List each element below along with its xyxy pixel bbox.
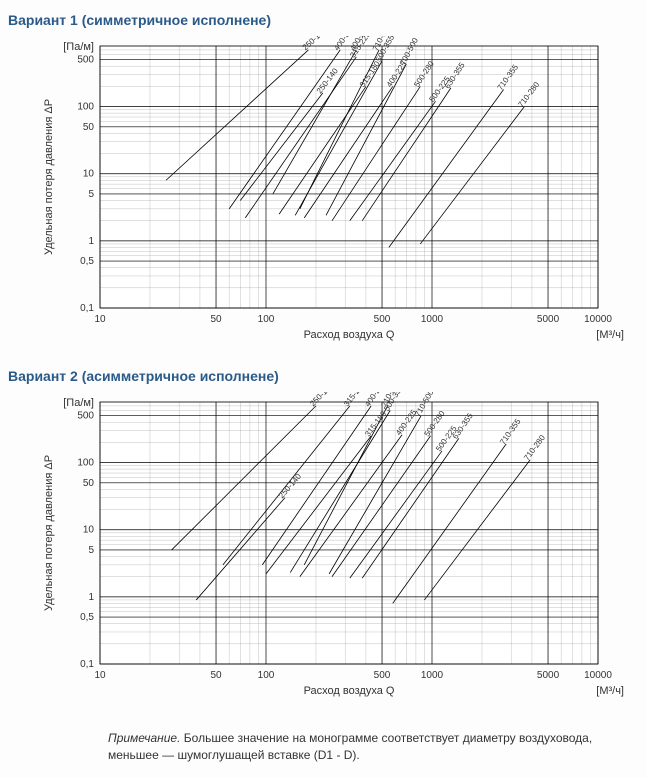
y-tick-label: 1 xyxy=(88,236,94,247)
variant2-title: Вариант 2 (асимметричное исполнене) xyxy=(8,368,638,384)
variant2-chart: 250-180250-140315-225400-280710-560500-3… xyxy=(8,392,628,712)
x-tick-label: 10 xyxy=(94,670,106,681)
y-tick-label: 50 xyxy=(83,122,95,133)
chart-svg: 250-180400-325250-140400-280710-560315-2… xyxy=(8,36,628,356)
x-tick-label: 10000 xyxy=(584,314,612,325)
footnote-body: Большее значение на монограмме соответст… xyxy=(108,731,592,762)
x-axis-unit: [М³/ч] xyxy=(596,685,624,697)
plot-background xyxy=(100,402,598,664)
chart-svg: 250-180250-140315-225400-280710-560500-3… xyxy=(8,392,628,712)
y-tick-label: 100 xyxy=(77,458,94,469)
y-tick-label: 0,1 xyxy=(80,659,94,670)
x-axis-label: Расход воздуха Q xyxy=(304,329,395,341)
y-tick-label: 1 xyxy=(88,592,94,603)
x-tick-label: 10 xyxy=(94,314,106,325)
x-tick-label: 50 xyxy=(210,670,222,681)
y-tick-label: 0,5 xyxy=(80,612,94,623)
y-tick-label: 500 xyxy=(77,411,94,422)
y-axis-label: Удельная потеря давления ΔP xyxy=(43,455,55,611)
footnote-prefix: Примечание. xyxy=(108,731,180,745)
y-axis-unit: [Па/м] xyxy=(63,41,94,53)
x-tick-label: 1000 xyxy=(421,314,444,325)
x-axis-label: Расход воздуха Q xyxy=(304,685,395,697)
x-tick-label: 1000 xyxy=(421,670,444,681)
y-tick-label: 5 xyxy=(88,545,94,556)
x-axis-unit: [М³/ч] xyxy=(596,329,624,341)
variant1-title: Вариант 1 (симметричное исполнене) xyxy=(8,12,638,28)
x-tick-label: 10000 xyxy=(584,670,612,681)
y-tick-label: 10 xyxy=(83,525,95,536)
plot-background xyxy=(100,46,598,308)
x-tick-label: 100 xyxy=(258,670,275,681)
variant1-chart: 250-180400-325250-140400-280710-560315-2… xyxy=(8,36,628,356)
y-tick-label: 10 xyxy=(83,169,95,180)
y-tick-label: 0,5 xyxy=(80,256,94,267)
x-tick-label: 100 xyxy=(258,314,275,325)
x-tick-label: 5000 xyxy=(537,670,560,681)
x-tick-label: 5000 xyxy=(537,314,560,325)
y-axis-label: Удельная потеря давления ΔP xyxy=(43,99,55,255)
y-tick-label: 0,1 xyxy=(80,303,94,314)
x-tick-label: 500 xyxy=(374,314,391,325)
y-tick-label: 100 xyxy=(77,102,94,113)
y-tick-label: 5 xyxy=(88,189,94,200)
footnote: Примечание. Большее значение на монограм… xyxy=(8,724,638,770)
x-tick-label: 500 xyxy=(374,670,391,681)
y-axis-unit: [Па/м] xyxy=(63,397,94,409)
y-tick-label: 50 xyxy=(83,478,95,489)
x-tick-label: 50 xyxy=(210,314,222,325)
y-tick-label: 500 xyxy=(77,55,94,66)
